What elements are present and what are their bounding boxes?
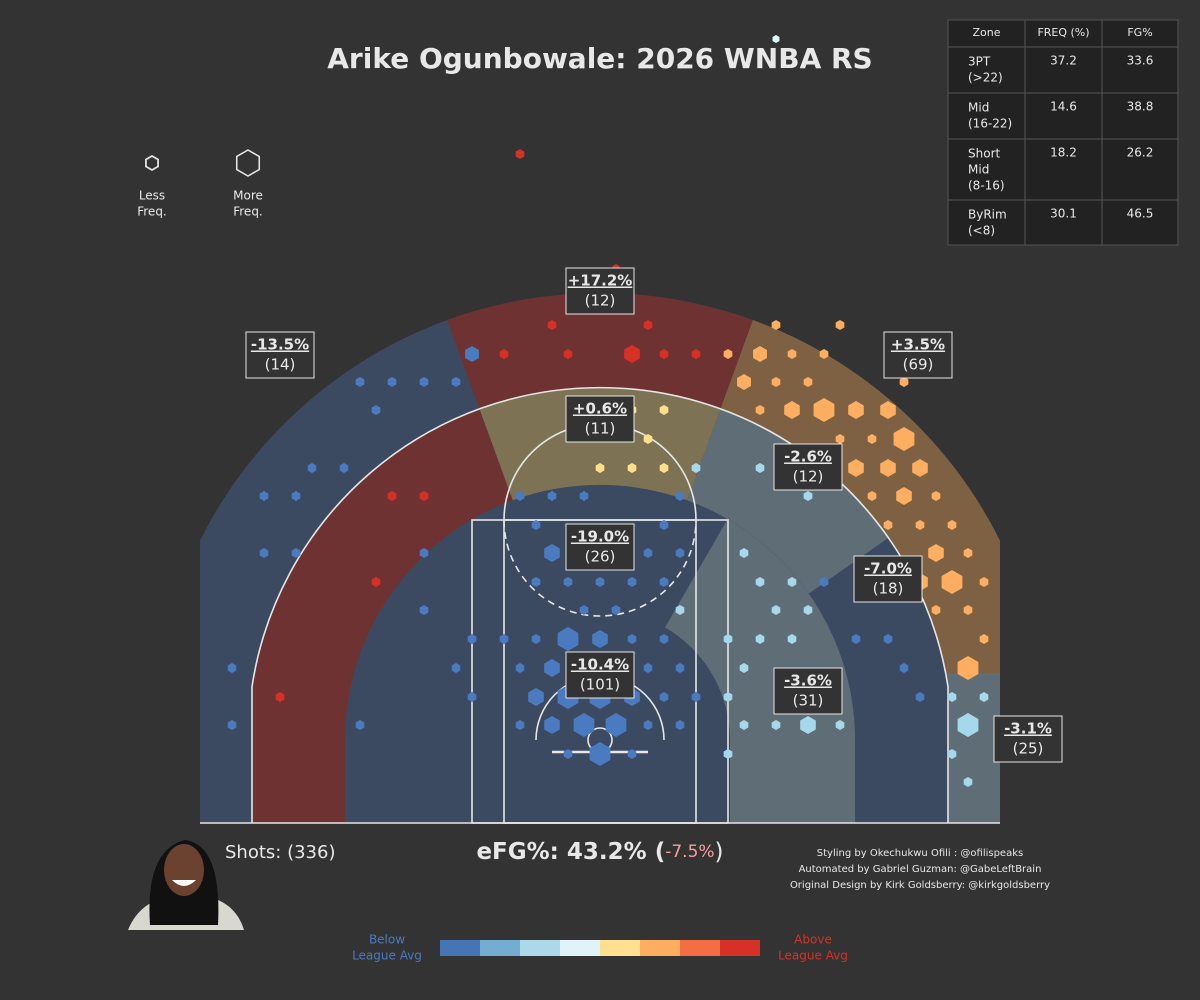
table-header: FG% [1127, 26, 1152, 39]
zone-count: (14) [265, 356, 296, 374]
table-cell: 38.8 [1127, 100, 1154, 114]
zone-label: +17.2% [568, 272, 633, 290]
zone-label: -7.0% [864, 560, 912, 578]
legend-text: Freq. [233, 205, 263, 219]
table-cell: 46.5 [1127, 207, 1154, 221]
table-zone: (16-22) [968, 117, 1012, 131]
zone-count: (26) [585, 548, 616, 566]
legend-hex-small [146, 156, 158, 170]
zone-label: +0.6% [573, 400, 627, 418]
colorbar-swatch [720, 940, 760, 956]
colorbar-swatch [440, 940, 480, 956]
zone-3pt-top [447, 293, 753, 410]
colorbar-swatch [640, 940, 680, 956]
table-cell: 33.6 [1127, 54, 1154, 68]
zone-label-box [565, 395, 635, 443]
zone-label: -13.5% [251, 336, 309, 354]
zone-short-right [665, 519, 855, 823]
zone-count: (12) [585, 292, 616, 310]
zone-label: -2.6% [784, 448, 832, 466]
below-label: League Avg [352, 949, 422, 963]
zone-table: Zone FREQ (%) FG% 3PT (>22) 37.2 33.6 Mid (16-22… [947, 19, 1179, 246]
zone-label-box [565, 267, 635, 315]
colorbar-swatch [520, 940, 560, 956]
ft-circle-bottom [503, 519, 697, 617]
table-zone: (<8) [968, 224, 995, 238]
legend-text: More [233, 189, 263, 203]
table-header: Zone [972, 26, 1000, 39]
photo-smile [172, 880, 196, 886]
size-legend: Less Freq. More Freq. [137, 150, 263, 219]
colorbar-swatch [480, 940, 520, 956]
zone-label: -19.0% [571, 528, 629, 546]
zone-label-box [245, 331, 315, 379]
credit: Original Design by Kirk Goldsberry: @kir… [790, 880, 1050, 891]
table-zone: ByRim [968, 208, 1007, 222]
zone-label: -3.6% [784, 672, 832, 690]
efg: eFG%: 43.2% (-7.5%) [476, 839, 723, 865]
zone-count: (11) [585, 420, 616, 438]
lane-inner [503, 519, 697, 824]
credit: Automated by Gabriel Guzman: @GabeLeftBr… [799, 864, 1042, 875]
zone-label-box [853, 555, 923, 603]
legend-hex-large [237, 150, 260, 176]
table-header: FREQ (%) [1037, 26, 1089, 39]
zone-count: (25) [1013, 740, 1044, 758]
zone-mid-left [252, 409, 513, 823]
zone-count: (69) [903, 356, 934, 374]
efg-close: ) [715, 839, 724, 865]
table-zone: (8-16) [968, 179, 1005, 193]
zone-label-box [565, 523, 635, 571]
table-cell: 30.1 [1050, 207, 1077, 221]
zone-label-box [773, 667, 843, 715]
table-cell: 18.2 [1050, 146, 1077, 160]
hexbin [515, 149, 525, 159]
zone-labels: +17.2% (12) -13.5% (14) +3.5% (69) +0.6% (11) -2… [245, 267, 1063, 763]
efg-diff: -7.5% [665, 842, 714, 862]
zone-count: (12) [793, 468, 824, 486]
table-bg [947, 19, 1179, 246]
hexbin [835, 320, 845, 330]
table-zone: Mid [968, 163, 989, 177]
player-photo [128, 840, 244, 930]
efg-value: eFG%: 43.2% ( [476, 839, 665, 865]
table-zone: (>22) [968, 71, 1003, 85]
above-label: Above [794, 933, 832, 947]
above-label: League Avg [778, 949, 848, 963]
colorbar-swatch [680, 940, 720, 956]
legend-text: Less [139, 189, 165, 203]
colorbar-swatch [600, 940, 640, 956]
three-point-line [251, 386, 949, 823]
table-cell: 26.2 [1127, 146, 1154, 160]
zone-label-box [883, 331, 953, 379]
zone-3pt-corner [948, 673, 1000, 823]
table-cell: 37.2 [1050, 54, 1077, 68]
legend-text: Freq. [137, 205, 167, 219]
colorbar-swatch [560, 940, 600, 956]
zone-label-box [565, 651, 635, 699]
below-label: Below [369, 933, 405, 947]
credit: Styling by Okechukwu Ofili : @ofilispeak… [817, 848, 1023, 859]
zone-mid-top [479, 387, 721, 501]
table-zone: Short [968, 147, 1000, 161]
zone-mid-right [687, 409, 889, 594]
zone-label: +3.5% [891, 336, 945, 354]
zone-mid-right-low [808, 538, 948, 823]
zone-count: (101) [580, 676, 620, 694]
photo-face [164, 844, 204, 896]
table-cell: 14.6 [1050, 100, 1077, 114]
table-zone: 3PT [968, 55, 991, 69]
zone-label: -10.4% [571, 656, 629, 674]
zone-count: (31) [793, 692, 824, 710]
zone-label: -3.1% [1004, 720, 1052, 738]
table-zone: Mid [968, 101, 989, 115]
zone-label-box [993, 715, 1063, 763]
color-legend: Below League Avg Above League Avg [352, 933, 848, 963]
title: Arike Ogunbowale: 2026 WNBA RS [327, 42, 872, 75]
shots-total: Shots: (336) [225, 842, 335, 863]
zone-count: (18) [873, 580, 904, 598]
zone-label-box [773, 443, 843, 491]
